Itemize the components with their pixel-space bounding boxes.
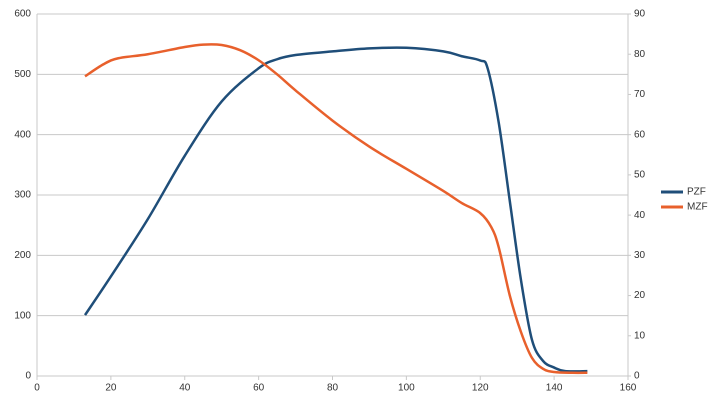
y2-tick-label: 90 (634, 9, 646, 20)
legend-label: PZF (687, 187, 706, 198)
y-tick-label: 300 (14, 190, 31, 201)
x-tick-label: 120 (472, 383, 489, 394)
y2-tick-label: 40 (634, 210, 646, 221)
y2-tick-label: 60 (634, 129, 646, 140)
y2-tick-label: 10 (634, 330, 646, 341)
legend-label: MZF (687, 202, 708, 213)
y2-tick-label: 0 (634, 371, 640, 382)
y2-tick-label: 80 (634, 49, 646, 60)
series-line (84, 43, 588, 375)
x-tick-label: 140 (546, 383, 563, 394)
x-tick-label: 60 (253, 383, 265, 394)
y-tick-label: 500 (14, 69, 31, 80)
x-tick-label: 20 (105, 383, 117, 394)
y2-tick-label: 50 (634, 170, 646, 181)
y2-tick-label: 20 (634, 290, 646, 301)
x-tick-label: 80 (327, 383, 339, 394)
y-tick-label: 100 (14, 310, 31, 321)
y2-tick-label: 70 (634, 89, 646, 100)
x-tick-label: 100 (398, 383, 415, 394)
y-tick-label: 600 (14, 9, 31, 20)
x-tick-label: 0 (34, 383, 40, 394)
x-tick-label: 160 (620, 383, 637, 394)
y-tick-label: 0 (25, 371, 31, 382)
y2-tick-label: 30 (634, 250, 646, 261)
series-line (83, 46, 588, 373)
y-tick-label: 200 (14, 250, 31, 261)
y-tick-label: 400 (14, 129, 31, 140)
x-tick-label: 40 (179, 383, 191, 394)
